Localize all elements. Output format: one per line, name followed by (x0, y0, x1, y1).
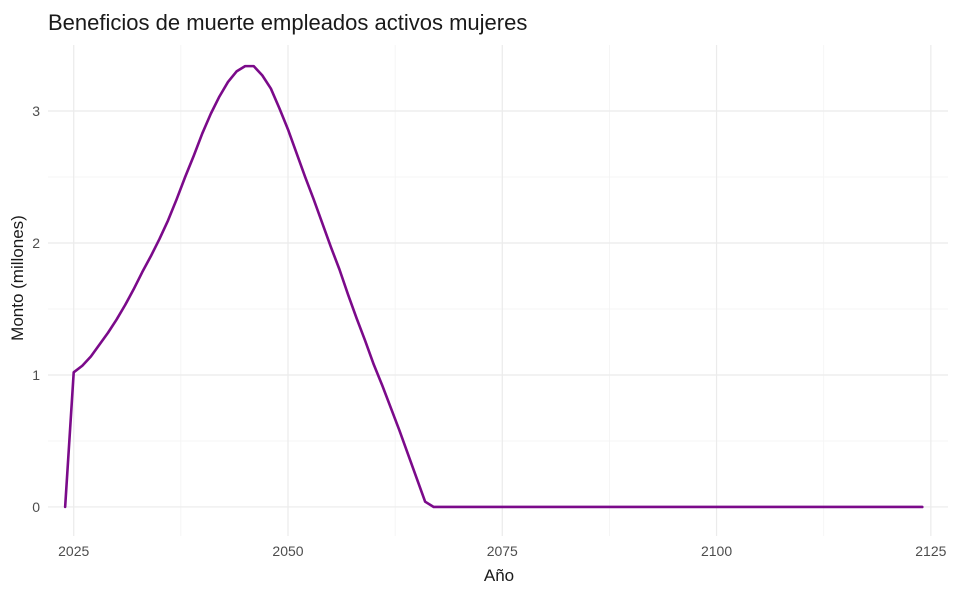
y-axis-title: Monto (millones) (8, 215, 27, 341)
x-tick-label: 2125 (915, 543, 946, 559)
y-tick-label: 1 (32, 367, 40, 383)
x-tick-labels: 2025 2050 2075 2100 2125 (58, 543, 947, 559)
y-tick-label: 0 (32, 499, 40, 515)
grid (48, 45, 948, 536)
series-line (63, 64, 924, 509)
x-tick-label: 2075 (487, 543, 518, 559)
x-tick-label: 2050 (272, 543, 303, 559)
y-tick-label: 3 (32, 103, 40, 119)
x-tick-label: 2100 (701, 543, 732, 559)
y-tick-label: 2 (32, 235, 40, 251)
series-layer (63, 64, 924, 509)
chart-title: Beneficios de muerte empleados activos m… (48, 10, 527, 35)
y-tick-labels: 0 1 2 3 (32, 103, 40, 515)
x-axis-title: Año (484, 566, 514, 585)
x-tick-label: 2025 (58, 543, 89, 559)
